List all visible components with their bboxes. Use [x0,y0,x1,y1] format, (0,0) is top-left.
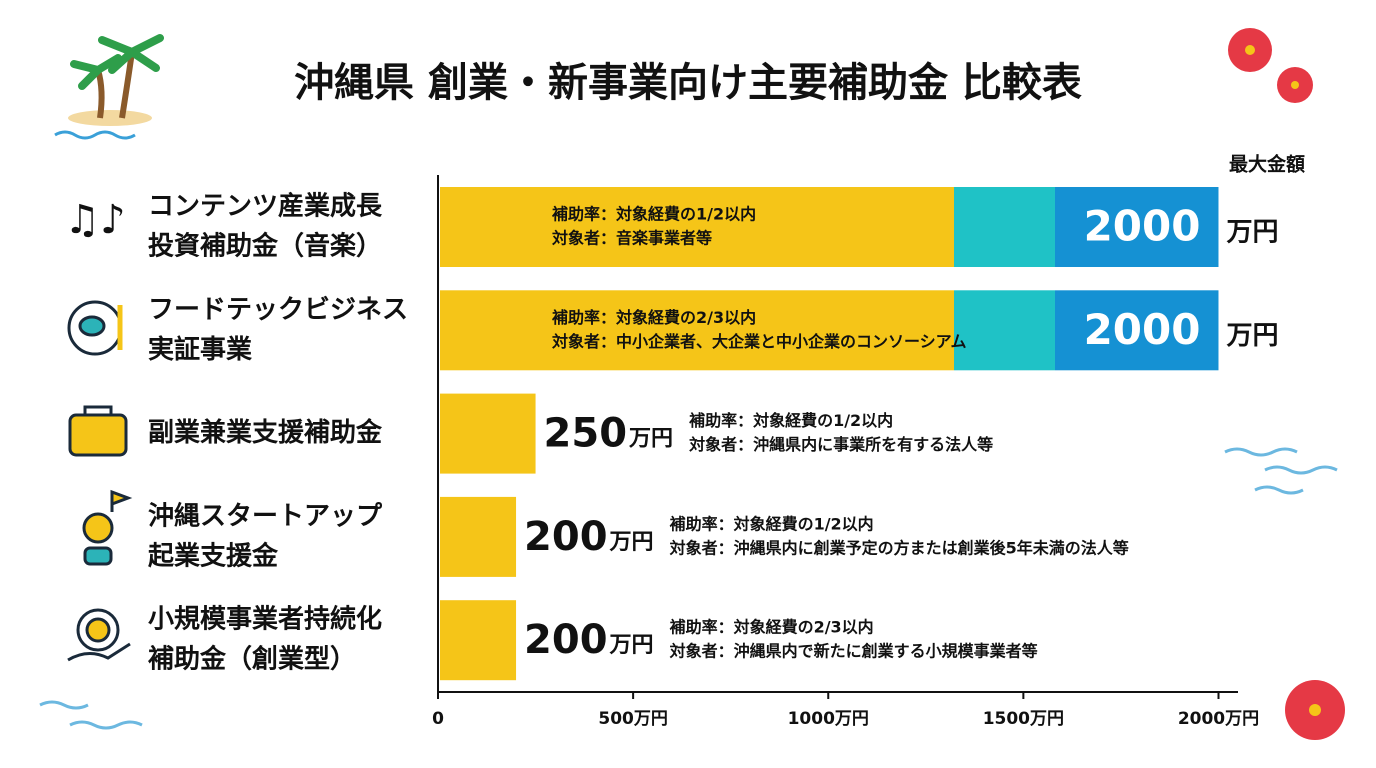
value-unit: 万円 [609,530,654,555]
x-tick-label: 2000万円 [1178,709,1259,729]
x-tick-label: 500万円 [598,709,668,729]
value-label: 200 [524,514,608,560]
value-unit: 万円 [628,427,673,452]
category-label: フードテックビジネス [148,295,408,325]
value-label: 250 [544,411,628,457]
value-label: 200 [524,617,608,663]
detail-target: 対象者：沖縄県内に創業予定の方または創業後5年未満の法人等 [669,538,1129,557]
value-unit: 万円 [609,633,654,658]
detail-target: 対象者：中小企業者、大企業と中小企業のコンソーシアム [551,332,967,351]
category-label: 投資補助金（音楽） [148,231,382,262]
detail-rate: 補助率：対象経費の2/3以内 [551,308,756,327]
category-label: 副業兼業支援補助金 [148,417,383,448]
row-icons: ♫♪ [64,197,133,662]
bar [440,496,517,577]
value-label: 2000 [1084,305,1201,354]
bar [440,290,1219,371]
bar [440,393,536,474]
detail-rate: 補助率：対象経費の2/3以内 [669,618,874,637]
category-label: コンテンツ産業成長 [148,191,383,222]
hibiscus-decoration [1228,28,1345,740]
value-header: 最大金額 [1229,153,1305,176]
category-label: 起業支援金 [148,540,279,571]
detail-target: 対象者：沖縄県内で新たに創業する小規模事業者等 [669,642,1038,661]
category-label: 沖縄スタートアップ [148,501,383,531]
category-label: 実証事業 [148,334,252,365]
detail-target: 対象者：沖縄県内に事業所を有する法人等 [688,435,993,454]
value-unit: 万円 [1226,321,1278,351]
x-tick-label: 1000万円 [788,709,869,729]
x-tick-label: 1500万円 [983,709,1064,729]
detail-rate: 補助率：対象経費の1/2以内 [688,411,893,430]
detail-target: 対象者：音楽事業者等 [551,229,712,248]
svg-text:♫♪: ♫♪ [64,197,125,243]
value-label: 2000 [1084,202,1201,251]
detail-rate: 補助率：対象経費の1/2以内 [551,205,756,224]
detail-rate: 補助率：対象経費の1/2以内 [669,514,874,533]
category-label: 小規模事業者持続化 [148,604,382,635]
chart-title: 沖縄県 創業・新事業向け主要補助金 比較表 [294,60,1082,106]
bar [440,600,517,681]
category-label: 補助金（創業型） [147,644,356,675]
value-unit: 万円 [1226,218,1278,248]
palm-decoration [54,34,164,140]
x-tick-label: 0 [432,709,444,729]
wave-decoration [39,447,1338,730]
bar [440,187,1219,267]
